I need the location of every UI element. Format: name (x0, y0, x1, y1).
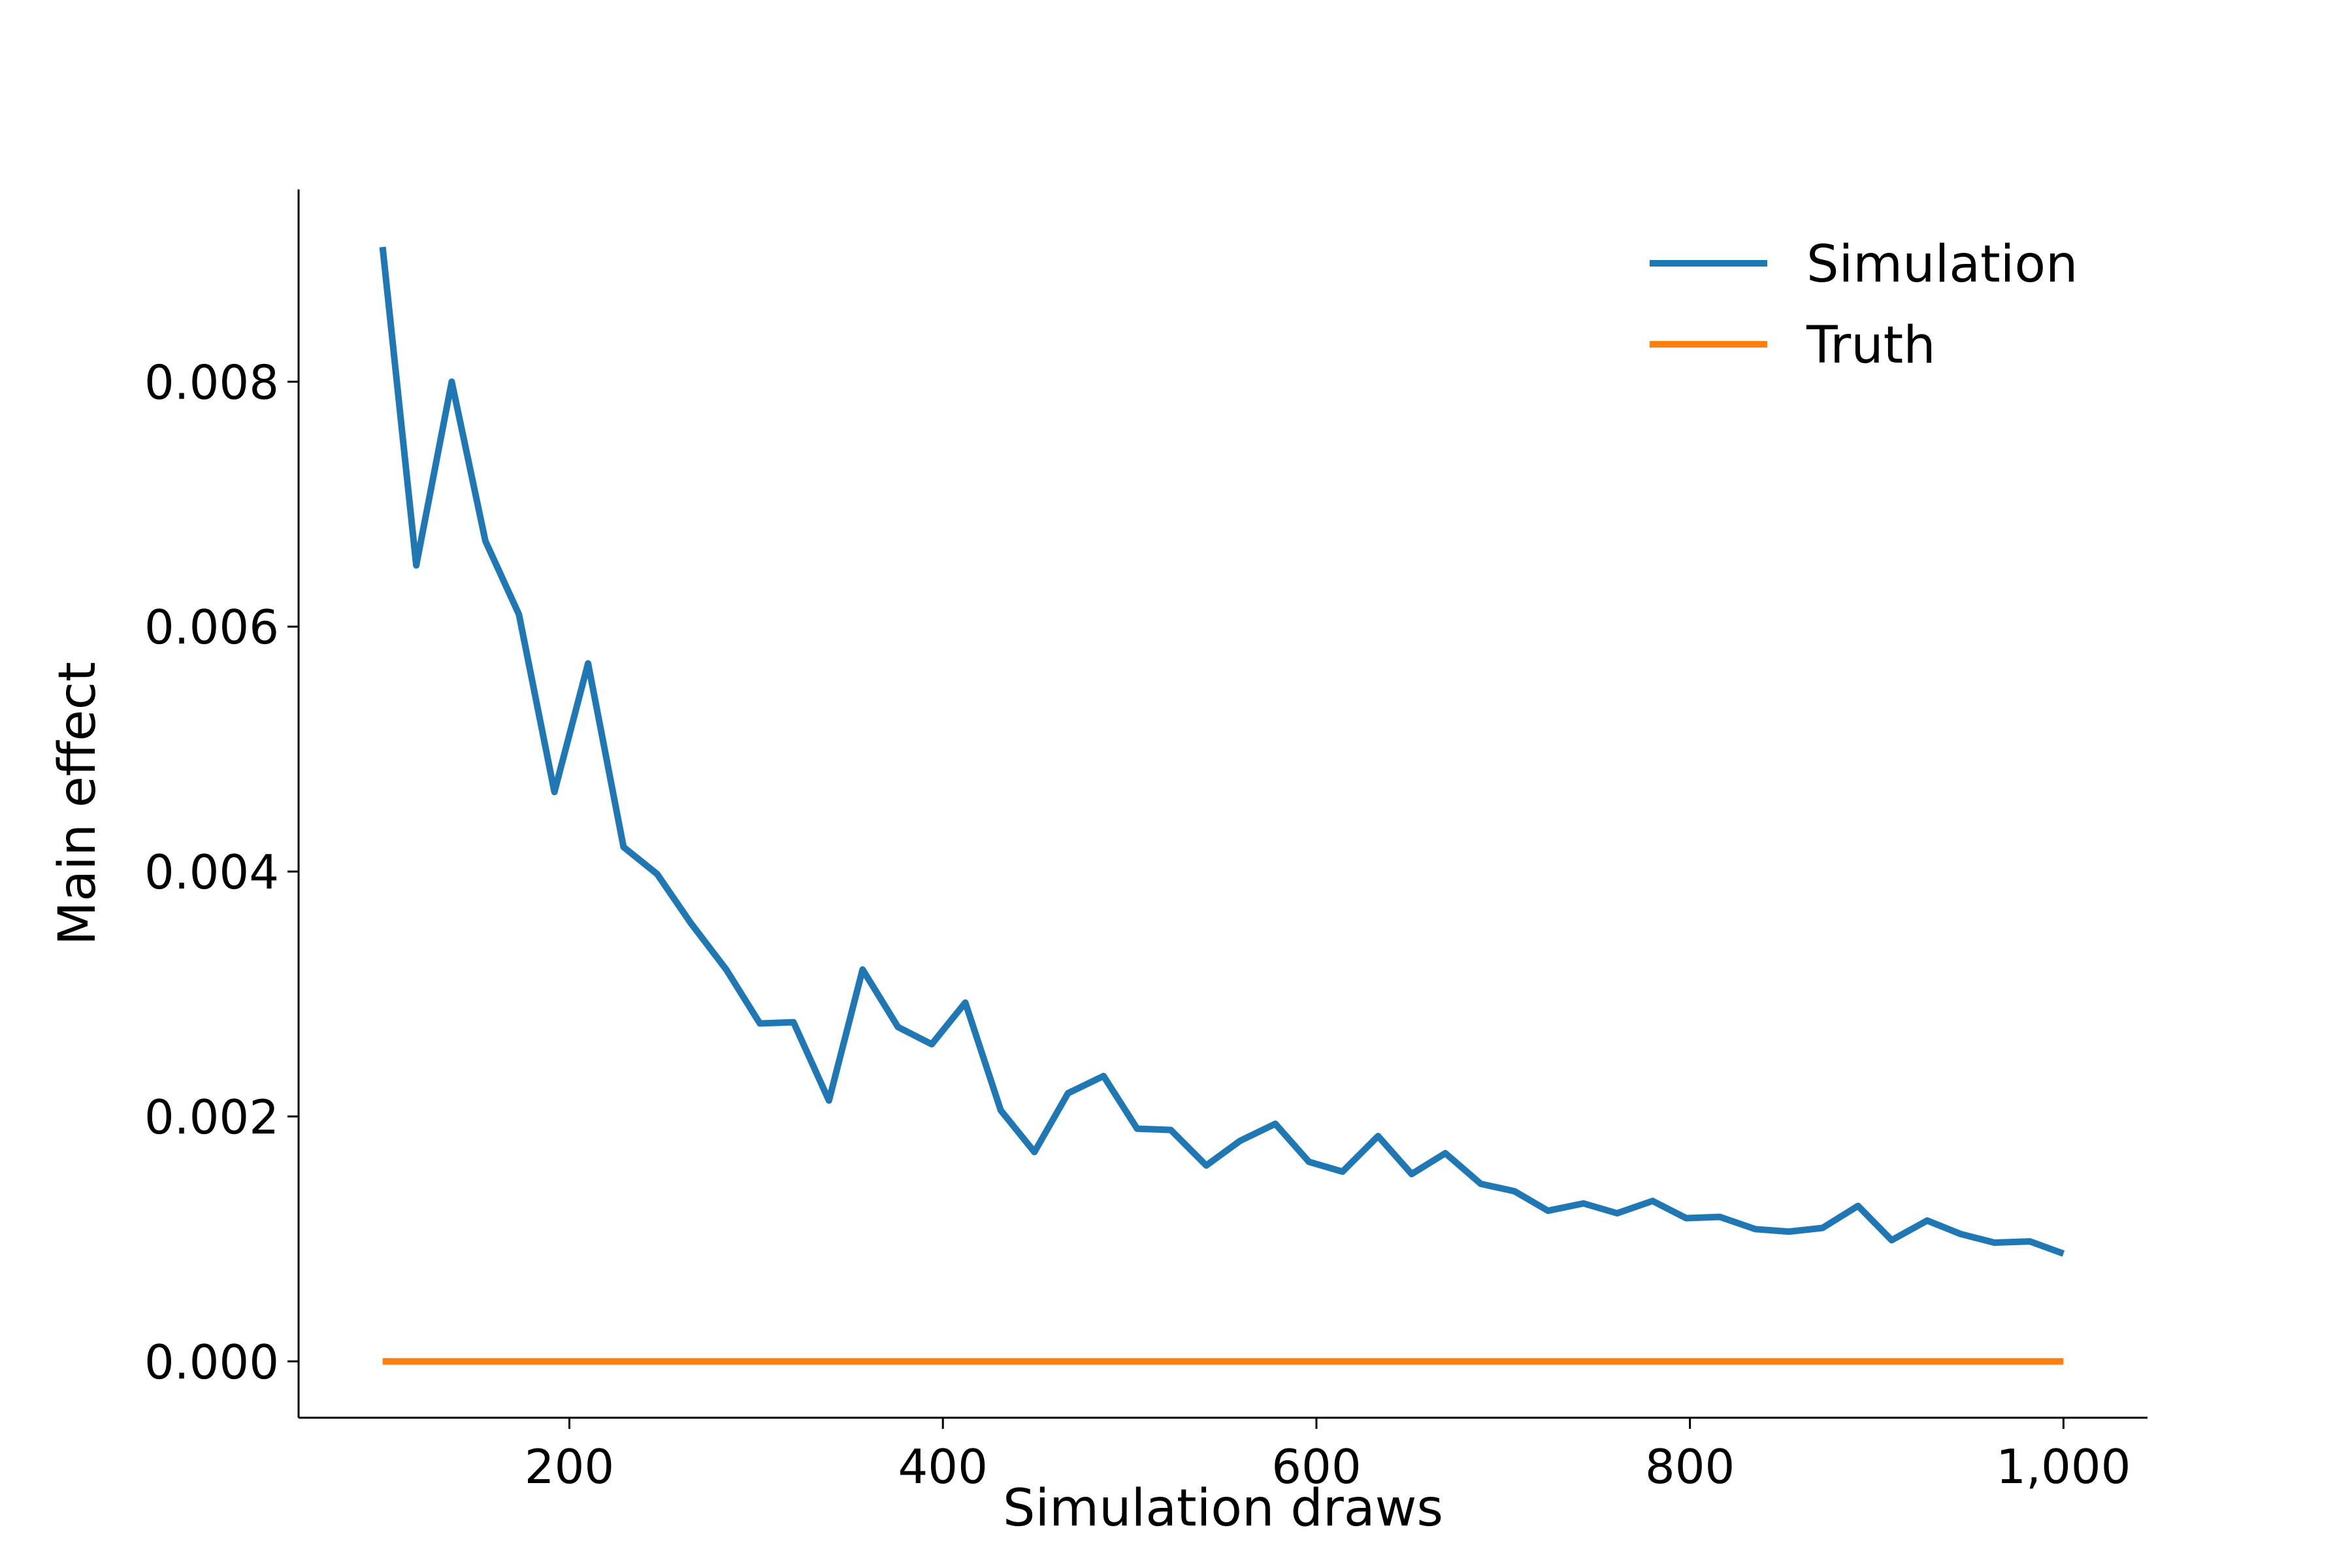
y-tick-label: 0.000 (144, 1335, 279, 1390)
y-tick-label: 0.004 (144, 845, 279, 900)
legend-label-truth: Truth (1806, 316, 1936, 375)
series-line-simulation (379, 246, 2065, 1257)
x-tick-label: 600 (1271, 1439, 1361, 1494)
series-layer (379, 246, 2065, 1365)
x-tick-label: 400 (898, 1439, 987, 1494)
y-tick-label: 0.002 (144, 1090, 279, 1145)
x-axis-ticks: 200 400 600 800 1,000 (525, 1418, 2131, 1494)
y-tick-label: 0.006 (144, 600, 279, 655)
y-tick-label: 0.008 (144, 355, 279, 410)
y-axis-label: Main effect (48, 662, 107, 945)
y-axis-ticks: 0.000 0.002 0.004 0.006 0.008 (144, 355, 299, 1390)
x-tick-label: 800 (1645, 1439, 1735, 1494)
x-tick-label: 200 (525, 1439, 614, 1494)
legend-label-simulation: Simulation (1806, 235, 2078, 294)
x-tick-label: 1,000 (1996, 1439, 2131, 1494)
legend: Simulation Truth (1650, 235, 2078, 375)
x-axis-label: Simulation draws (1003, 1479, 1443, 1538)
plot-area: 200 400 600 800 1,000 0.0000.0020.0040.0060.… (144, 189, 2148, 1494)
